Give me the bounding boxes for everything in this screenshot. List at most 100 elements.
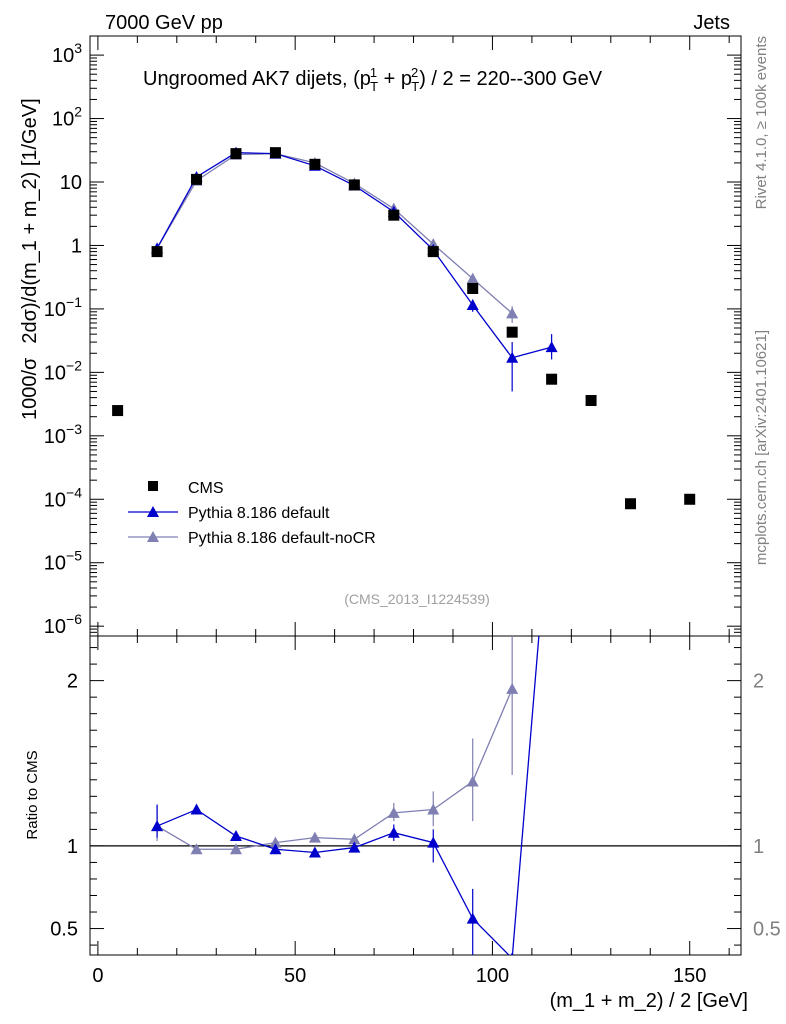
main-y-tick-label: 10−3 <box>44 421 82 448</box>
data-point <box>506 307 519 319</box>
data-point <box>427 246 439 258</box>
tick-base: 10 <box>52 45 74 67</box>
data-point <box>269 836 282 848</box>
data-point <box>308 831 321 843</box>
header-energy-label: 7000 GeV pp <box>105 12 223 34</box>
data-point <box>112 405 124 417</box>
ratio-series-pythia-nocr <box>151 636 519 855</box>
ratio-frame <box>89 635 742 956</box>
tick-base: 1 <box>71 235 82 257</box>
data-point <box>348 179 360 191</box>
ratio-y-tick-label-right: 2 <box>753 671 764 693</box>
data-point <box>467 282 479 294</box>
legend-pythia-nocr-marker <box>147 531 159 542</box>
tick-exponent: −3 <box>66 421 82 437</box>
tick-exponent: −2 <box>66 357 82 373</box>
data-point <box>510 952 514 955</box>
header-topic-label: Jets <box>693 12 730 34</box>
title-sub-2: T <box>411 79 419 94</box>
title-prefix: Ungroomed AK7 dijets, (p <box>143 68 371 90</box>
ratio-y-tick-label: 2 <box>67 671 78 693</box>
data-point <box>348 833 361 845</box>
legend-cms-marker <box>148 481 158 491</box>
legend-entry-cms: CMS <box>148 480 224 497</box>
ratio-series-pythia-default <box>151 636 540 955</box>
data-point <box>387 826 400 838</box>
data-point <box>427 836 440 848</box>
ratio-y-tick-label-right: 0.5 <box>753 919 781 941</box>
data-point <box>466 299 479 311</box>
tick-base: 10 <box>44 616 66 638</box>
data-point <box>269 147 281 159</box>
main-y-tick-label: 1 <box>71 235 82 257</box>
data-point <box>309 158 321 170</box>
data-point <box>545 341 558 353</box>
title-sup-1: 1 <box>370 65 377 80</box>
analysis-watermark: (CMS_2013_I1224539) <box>344 591 490 607</box>
data-point <box>466 272 479 284</box>
data-point <box>191 173 203 185</box>
legend-pythia-default-marker <box>147 506 159 517</box>
data-point <box>388 209 400 221</box>
tick-exponent: −4 <box>66 484 82 500</box>
data-point <box>190 803 203 815</box>
x-tick-label: 0 <box>92 965 103 987</box>
main-series-group <box>112 146 696 510</box>
side-mcplots-label: mcplots.cern.ch [arXiv:2401.10621] <box>753 330 770 565</box>
data-point <box>466 912 479 924</box>
main-y-tick-label: 10−5 <box>44 548 82 575</box>
data-point <box>625 498 637 510</box>
data-point <box>308 846 321 858</box>
data-point <box>151 820 164 832</box>
main-series-pythia-nocr <box>151 147 519 323</box>
series-line <box>156 688 513 850</box>
title-sup-2: 2 <box>411 65 418 80</box>
ratio-series-group <box>151 636 540 955</box>
data-point <box>348 841 361 853</box>
data-point <box>546 373 558 385</box>
main-y-tick-label: 10 <box>60 172 82 194</box>
main-series-cms <box>112 147 696 510</box>
title-suffix: ) / 2 = 220--300 GeV <box>419 68 603 90</box>
data-point <box>506 326 518 338</box>
x-tick-label: 100 <box>476 965 509 987</box>
title-sub-1: T <box>370 79 378 94</box>
tick-exponent: 3 <box>74 40 82 56</box>
ratio-panel: 0.5 0.5 1 1 2 2 0 50 100 150 Ratio to CMS (m_1 + … <box>24 635 781 1012</box>
main-y-tick-label: 102 <box>52 104 82 131</box>
x-tick-label: 50 <box>284 965 306 987</box>
legend: CMS Pythia 8.186 default Pythia 8.186 de… <box>128 480 376 547</box>
side-rivet-label: Rivet 4.1.0, ≥ 100k events <box>753 36 770 209</box>
main-y-tick-label: 10−2 <box>44 357 82 384</box>
y-label-part-a: 1000/σ <box>19 357 41 420</box>
ratio-axis-ticks: 0.5 0.5 1 1 2 2 0 50 100 150 <box>50 636 781 987</box>
tick-exponent: −5 <box>66 548 82 564</box>
main-y-tick-label: 103 <box>52 40 82 67</box>
main-title: Ungroomed AK7 dijets, (p1 T + p2 T) / 2 = … <box>143 65 603 94</box>
data-point <box>387 806 400 818</box>
tick-exponent: −6 <box>66 611 82 627</box>
legend-entry-pythia-nocr: Pythia 8.186 default-noCR <box>128 530 376 547</box>
data-point <box>190 843 203 855</box>
data-point <box>427 803 440 815</box>
data-point <box>585 395 597 407</box>
data-point <box>151 246 163 258</box>
tick-base: 10 <box>44 299 66 321</box>
main-y-tick-label: 10−1 <box>44 294 82 321</box>
tick-base: 10 <box>52 109 74 131</box>
ratio-y-tick-label-right: 1 <box>753 836 764 858</box>
legend-pythia-default-label: Pythia 8.186 default <box>188 505 330 522</box>
legend-cms-label: CMS <box>188 480 224 497</box>
data-point <box>506 351 519 363</box>
tick-base: 10 <box>60 172 82 194</box>
data-point <box>466 775 479 787</box>
main-y-tick-label: 10−6 <box>44 611 82 638</box>
main-y-axis-label: 1000/σ 2dσ)/d(m_1 + m_2) [1/GeV] <box>19 98 41 420</box>
series-line <box>156 636 540 955</box>
ratio-y-tick-label: 0.5 <box>50 919 78 941</box>
tick-exponent: −1 <box>66 294 82 310</box>
x-axis-label: (m_1 + m_2) / 2 [GeV] <box>550 990 748 1012</box>
